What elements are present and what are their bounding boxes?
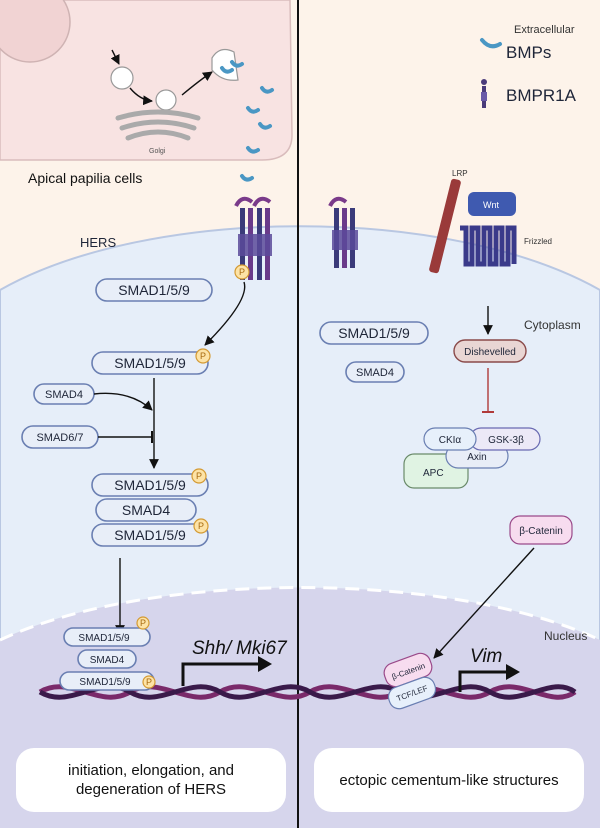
hers-label: HERS bbox=[80, 235, 116, 250]
phosphate-label: P bbox=[198, 521, 204, 531]
cytoplasm-label: Cytoplasm bbox=[524, 318, 581, 332]
apical-papilla-cell bbox=[0, 0, 293, 161]
gsk3b-label: GSK-3β bbox=[488, 435, 524, 446]
frizzled-receptor bbox=[460, 225, 517, 267]
smad159-label: SMAD1/5/9 bbox=[114, 527, 186, 543]
vesicle-icon bbox=[110, 66, 134, 90]
dishevelled-label: Dishevelled bbox=[464, 347, 516, 358]
secretion-arrow bbox=[181, 71, 213, 96]
phosphate-icon bbox=[142, 675, 156, 689]
phosphate-icon bbox=[193, 518, 209, 534]
smad159-label: SMAD1/5/9 bbox=[338, 325, 410, 341]
nuclear-smad4-label: SMAD4 bbox=[90, 655, 125, 666]
frizzled-label: Frizzled bbox=[524, 237, 552, 246]
bmp-receptor-complex-right bbox=[328, 196, 358, 268]
smad159-pill bbox=[95, 278, 213, 302]
tcflef-pill bbox=[387, 676, 437, 710]
extracellular-label: Extracellular bbox=[514, 24, 575, 36]
nuclear-smad159-label: SMAD1/5/9 bbox=[78, 633, 130, 644]
phosphate-label: P bbox=[196, 471, 202, 481]
phosphate-icon bbox=[191, 468, 207, 484]
smad159-pill-unbound bbox=[319, 321, 429, 345]
phosphorylation-arrow bbox=[204, 281, 246, 346]
phosphate-label: P bbox=[140, 618, 146, 628]
smad159-pill bbox=[91, 351, 209, 375]
lrp-receptor bbox=[429, 178, 461, 274]
wnt-ligand bbox=[468, 192, 516, 216]
nucleus-label: Nucleus bbox=[544, 629, 587, 643]
mki67-label: Mki67 bbox=[236, 638, 288, 659]
golgi-icon bbox=[115, 109, 201, 141]
ckia-pill bbox=[423, 427, 477, 451]
beta-catenin-label: β-Catenin bbox=[519, 526, 563, 537]
shh-label: Shh bbox=[192, 638, 226, 659]
phosphate-icon bbox=[195, 348, 211, 364]
gene-separator: / bbox=[224, 638, 233, 659]
vesicle-arrow bbox=[110, 49, 120, 65]
legend-bmpr1a-label: BMPR1A bbox=[506, 86, 577, 105]
smad4-pill bbox=[95, 498, 197, 522]
phosphate-icon bbox=[136, 616, 150, 630]
cell-nucleus-icon bbox=[0, 0, 71, 63]
smad159-pill bbox=[91, 523, 209, 547]
golgi-label: Golgi bbox=[149, 148, 166, 155]
nuclear-translocation-arrow bbox=[433, 547, 535, 659]
ckia-label: CKIα bbox=[439, 435, 462, 446]
axin-label: Axin bbox=[467, 452, 486, 463]
smad67-label: SMAD6/7 bbox=[36, 432, 83, 444]
nuclear-smad159-label: SMAD1/5/9 bbox=[79, 677, 131, 688]
transcription-arrow-shh bbox=[181, 662, 262, 686]
phosphate-icon bbox=[234, 264, 250, 280]
nuclear-smad159-pill bbox=[63, 627, 151, 647]
transcription-arrowhead bbox=[258, 656, 272, 672]
lrp-label: LRP bbox=[452, 169, 468, 178]
dna-helix bbox=[38, 684, 577, 700]
beta-catenin-pill bbox=[509, 515, 573, 545]
smad159-label: SMAD1/5/9 bbox=[118, 282, 190, 298]
smad4-label: SMAD4 bbox=[122, 502, 170, 518]
bmp-ligand-icons bbox=[220, 38, 502, 182]
wnt-label: Wnt bbox=[483, 200, 500, 210]
vesicle-arrow bbox=[129, 87, 153, 106]
dishevelled-pill bbox=[453, 339, 527, 363]
phosphate-label: P bbox=[200, 351, 206, 361]
vesicle-icon bbox=[155, 89, 177, 111]
nuclear-smad4-pill bbox=[77, 649, 137, 669]
left-outcome-box: initiation, elongation, and degeneration… bbox=[16, 748, 286, 812]
smad159-label: SMAD1/5/9 bbox=[114, 355, 186, 371]
vim-label: Vim bbox=[470, 646, 502, 667]
right-outcome-text: ectopic cementum-like structures bbox=[339, 771, 559, 789]
smad4-label: SMAD4 bbox=[45, 389, 83, 401]
left-outcome-line2: degeneration of HERS bbox=[75, 781, 227, 798]
phosphate-label: P bbox=[239, 267, 245, 277]
apical-papilla-label: Apical papilia cells bbox=[28, 170, 142, 186]
smad159-label: SMAD1/5/9 bbox=[114, 477, 186, 493]
left-outcome-line1: initiation, elongation, and bbox=[68, 762, 234, 779]
nuclear-envelope bbox=[0, 586, 600, 642]
right-outcome-box: ectopic cementum-like structures bbox=[314, 748, 584, 812]
bmp-receptor-complex-left bbox=[234, 196, 272, 280]
transcription-arrow-vim bbox=[458, 670, 510, 692]
smad159-pill bbox=[91, 473, 209, 497]
bmpr1a-legend-icon bbox=[481, 79, 487, 108]
smad4-arrow bbox=[93, 392, 153, 411]
smad4-pill-unbound bbox=[345, 361, 405, 383]
phosphate-label: P bbox=[146, 677, 152, 687]
smad4-label: SMAD4 bbox=[356, 367, 394, 379]
apc-label: APC bbox=[423, 468, 444, 479]
transcription-arrowhead bbox=[506, 664, 520, 680]
legend-bmps-label: BMPs bbox=[506, 43, 551, 62]
